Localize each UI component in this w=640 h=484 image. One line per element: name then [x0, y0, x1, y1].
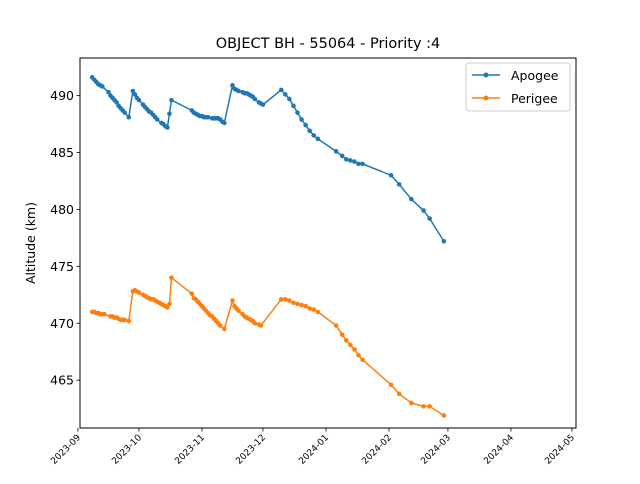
perigee-point: [165, 305, 170, 310]
perigee-point: [189, 291, 195, 296]
perigee-point: [427, 404, 432, 409]
apogee-point: [291, 103, 296, 109]
apogee-point: [132, 92, 138, 97]
perigee-point: [348, 342, 353, 348]
apogee-point: [315, 136, 321, 142]
legend-perigee-marker: [483, 95, 489, 101]
perigee-point: [388, 382, 394, 388]
perigee-point: [409, 400, 414, 406]
apogee-point: [295, 110, 300, 115]
axes-frame: [79, 57, 577, 429]
perigee-point: [236, 308, 241, 314]
apogee-point: [169, 97, 174, 103]
legend-apogee-label: Apogee: [511, 68, 559, 83]
perigee-point: [126, 318, 132, 324]
apogee-point: [396, 182, 402, 187]
y-axis-ticks: 465 470 475 480 485 490: [50, 88, 80, 388]
perigee-point: [169, 275, 174, 281]
perigee-point: [230, 298, 235, 303]
perigee-point: [344, 338, 349, 343]
apogee-point: [307, 128, 313, 134]
apogee-point: [222, 120, 227, 126]
apogee-point: [333, 149, 339, 154]
apogee-point: [114, 100, 119, 105]
apogee-point: [130, 88, 136, 94]
apogee-point: [427, 216, 432, 221]
apogee-point: [260, 102, 266, 107]
perigee-point: [258, 323, 264, 328]
perigee-point: [303, 303, 308, 309]
apogee-point: [136, 97, 142, 103]
perigee-point: [295, 301, 300, 307]
apogee-point: [122, 110, 128, 115]
apogee-point: [311, 133, 317, 138]
perigee-point: [278, 297, 284, 302]
legend: Apogee Perigee: [465, 62, 571, 112]
apogee-point: [299, 117, 304, 122]
apogee-point: [344, 157, 349, 162]
perigee-point: [441, 413, 447, 418]
perigee-point: [315, 309, 321, 315]
apogee-point: [205, 114, 211, 120]
y-tick-label: 490: [50, 88, 74, 103]
perigee-point: [167, 301, 172, 307]
legend-apogee-marker: [483, 72, 489, 78]
legend-perigee-label: Perigee: [511, 91, 558, 106]
apogee-point: [236, 88, 241, 94]
y-tick-label: 465: [50, 373, 74, 388]
perigee-point: [222, 326, 227, 332]
apogee-point: [283, 92, 288, 97]
apogee-point: [154, 117, 160, 122]
perigee-point: [217, 323, 223, 328]
apogee-point: [167, 111, 172, 117]
apogee-point: [278, 87, 284, 93]
apogee-point: [360, 161, 365, 167]
perigee-point: [339, 332, 345, 337]
y-tick-label: 480: [50, 202, 74, 217]
perigee-point: [421, 404, 426, 409]
perigee-point: [136, 290, 142, 295]
perigee-point: [291, 300, 296, 306]
perigee-point: [396, 391, 402, 397]
apogee-point: [388, 172, 394, 178]
perigee-series: [89, 275, 447, 418]
apogee-point: [339, 153, 345, 159]
perigee-point: [122, 317, 128, 323]
y-tick-label: 485: [50, 145, 74, 160]
y-tick-label: 470: [50, 316, 74, 331]
plot-area: [89, 75, 447, 418]
apogee-point: [165, 125, 170, 130]
apogee-point: [348, 158, 353, 163]
perigee-point: [299, 302, 304, 308]
perigee-point: [102, 311, 107, 317]
perigee-point: [307, 306, 313, 311]
apogee-point: [356, 161, 361, 167]
chart-title: OBJECT BH - 55064 - Priority :4: [216, 36, 441, 52]
apogee-series: [89, 75, 447, 244]
perigee-point: [287, 298, 292, 303]
apogee-point: [421, 208, 426, 213]
perigee-point: [333, 323, 339, 328]
apogee-point: [126, 114, 132, 120]
perigee-point: [352, 347, 357, 352]
perigee-point: [252, 320, 258, 326]
apogee-point: [287, 96, 292, 102]
apogee-point: [409, 196, 414, 202]
y-axis-label: Altitude (km): [23, 202, 38, 284]
apogee-point: [106, 89, 111, 95]
apogee-point: [252, 96, 258, 102]
perigee-point: [283, 297, 288, 302]
perigee-point: [360, 357, 365, 362]
apogee-point: [441, 238, 447, 244]
perigee-point: [356, 352, 361, 358]
apogee-point: [303, 122, 308, 128]
apogee-point: [352, 159, 357, 164]
apogee-point: [100, 84, 105, 89]
apogee-point: [230, 83, 235, 88]
perigee-point: [311, 307, 317, 312]
y-tick-label: 475: [50, 259, 74, 274]
